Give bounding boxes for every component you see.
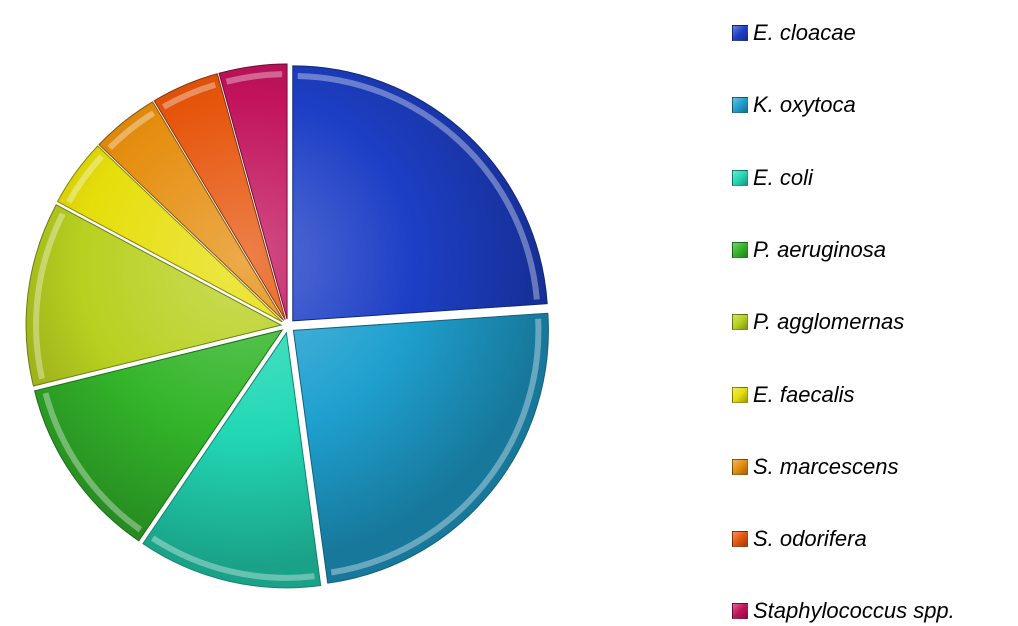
legend-swatch-e-faecalis xyxy=(732,386,748,403)
pie-slice-highlight-e-cloacae xyxy=(297,72,540,300)
pie-slice-k-oxytoca xyxy=(292,312,549,584)
legend-swatch-e-cloacae xyxy=(732,25,748,41)
legend-item-e-cloacae: E. cloacae xyxy=(732,18,856,48)
legend-swatch-e-coli xyxy=(732,169,748,186)
legend-swatch-s-odorifera xyxy=(732,531,748,548)
legend-swatch-k-oxytoca xyxy=(732,97,748,114)
legend-label-s-odorifera: S. odorifera xyxy=(753,526,867,552)
legend-item-s-marcescens: S. marcescens xyxy=(732,452,899,482)
pie-slice-p-agglomernas xyxy=(25,204,283,387)
legend-label-staphylococcus-spp: Staphylococcus spp. xyxy=(753,598,955,624)
legend-label-k-oxytoca: K. oxytoca xyxy=(753,92,856,118)
pie-slice-s-odorifera xyxy=(153,73,286,320)
pie-slice-highlight-e-faecalis xyxy=(66,154,104,204)
legend-item-k-oxytoca: K. oxytoca xyxy=(732,90,856,120)
pie-chart xyxy=(25,63,549,589)
pie-slices xyxy=(25,63,549,589)
pie-slice-highlight-e-coli xyxy=(151,535,315,581)
pie-slice-highlight-staphylococcus-spp xyxy=(225,71,283,85)
legend-item-p-agglomernas: P. agglomernas xyxy=(732,307,904,337)
pie-slice-p-aeruginosa xyxy=(34,329,284,542)
legend-swatch-p-agglomernas xyxy=(732,314,748,331)
legend-item-p-aeruginosa: P. aeruginosa xyxy=(732,235,886,265)
pie-slice-highlight-p-agglomernas xyxy=(33,212,66,380)
pie-slice-e-coli xyxy=(142,331,322,589)
pie-slice-highlight-s-marcescens xyxy=(107,110,156,151)
pie-slice-highlight-p-aeruginosa xyxy=(42,392,143,533)
legend-item-e-coli: E. coli xyxy=(732,163,813,193)
legend-label-s-marcescens: S. marcescens xyxy=(753,453,899,479)
legend: E. cloacae K. oxytoca E. coli P. aeruginosa… xyxy=(732,0,1018,623)
legend-swatch-p-aeruginosa xyxy=(732,241,748,258)
legend-label-e-coli: E. coli xyxy=(753,164,813,190)
legend-label-e-cloacae: E. cloacae xyxy=(753,20,856,45)
pie-slice-highlight-s-odorifera xyxy=(162,81,217,110)
legend-swatch-s-marcescens xyxy=(732,458,748,475)
pie-slice-highlight-k-oxytoca xyxy=(330,318,542,576)
pie-slice-s-marcescens xyxy=(98,101,285,321)
legend-label-e-faecalis: E. faecalis xyxy=(753,381,855,407)
legend-item-staphylococcus-spp: Staphylococcus spp. xyxy=(732,596,955,626)
legend-item-s-odorifera: S. odorifera xyxy=(732,524,867,554)
pie-slice-staphylococcus-spp xyxy=(218,63,288,320)
legend-swatch-staphylococcus-spp xyxy=(732,603,748,620)
legend-label-p-aeruginosa: P. aeruginosa xyxy=(753,236,886,262)
pie-slice-e-cloacae xyxy=(292,65,548,322)
pie-slice-e-faecalis xyxy=(56,145,283,323)
legend-item-e-faecalis: E. faecalis xyxy=(732,380,855,410)
legend-label-p-agglomernas: P. agglomernas xyxy=(753,309,905,335)
